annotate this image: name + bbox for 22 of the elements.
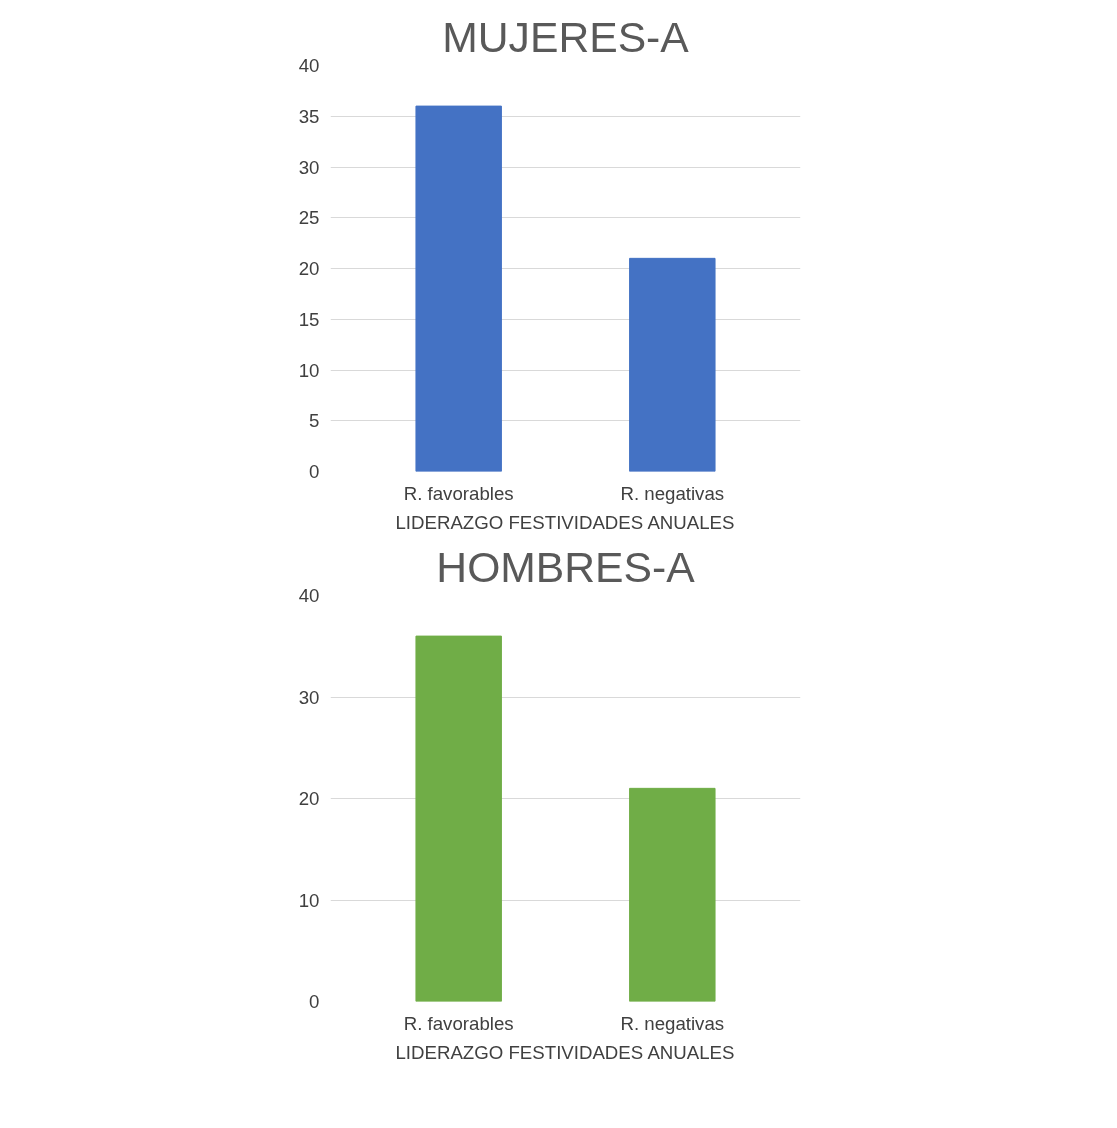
y-tick-label: 30 <box>298 156 320 178</box>
y-tick-label: 25 <box>298 207 320 229</box>
x-tick-label: R. negativas <box>620 1012 725 1034</box>
x-tick-label: R. negativas <box>620 482 725 504</box>
y-tick-label: 0 <box>309 991 320 1012</box>
y-tick-label: 0 <box>309 461 320 482</box>
y-tick-label: 20 <box>298 258 320 279</box>
x-axis-title: LIDERAZGO FESTIVIDADES ANUALES <box>395 511 735 533</box>
y-tick-label: 10 <box>298 889 320 911</box>
y-tick-label: 20 <box>298 788 320 809</box>
y-tick-label: 15 <box>298 308 320 330</box>
x-tick-label: R. favorables <box>403 1012 514 1034</box>
y-tick-label: 40 <box>298 585 320 606</box>
y-tick-label: 30 <box>298 686 320 708</box>
y-tick-label: 40 <box>298 55 320 76</box>
chart-title: MUJERES-A <box>442 12 690 61</box>
y-tick-label: 35 <box>298 105 320 127</box>
x-axis-title: LIDERAZGO FESTIVIDADES ANUALES <box>395 1041 735 1063</box>
x-tick-label: R. favorables <box>403 482 514 504</box>
chart-title: HOMBRES-A <box>436 542 696 591</box>
y-tick-label: 5 <box>309 410 320 432</box>
y-tick-label: 10 <box>298 359 320 381</box>
